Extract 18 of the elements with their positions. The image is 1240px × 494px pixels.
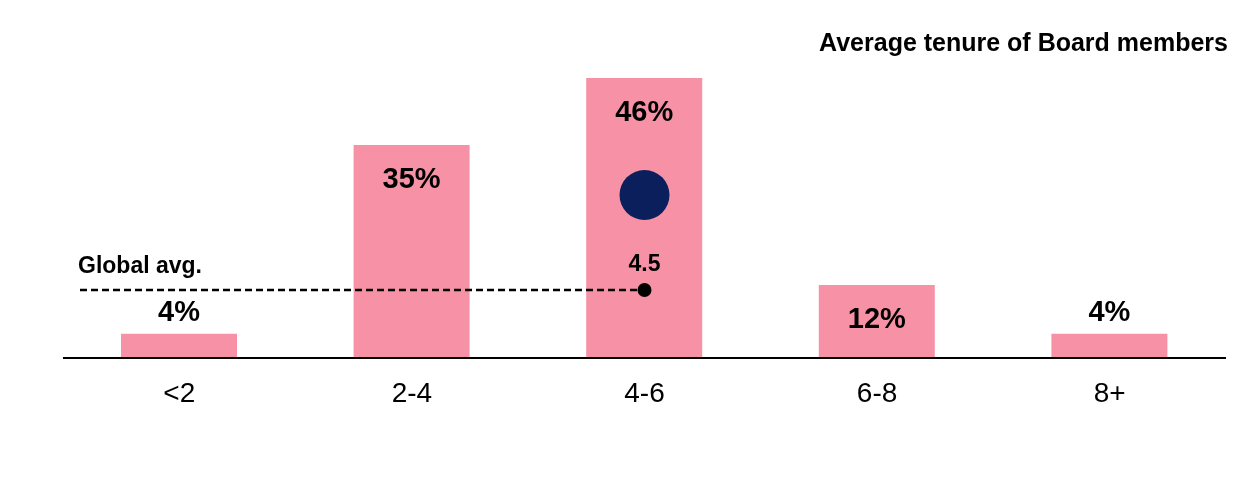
data-label: 46% [615, 94, 674, 127]
bar [121, 333, 237, 358]
data-label: 4% [158, 295, 201, 328]
annotation: 4.5 [627, 250, 662, 277]
x-tick-label: <2 [163, 376, 196, 408]
bar [818, 284, 935, 358]
data-label: 12% [847, 301, 907, 334]
bar [1051, 333, 1168, 358]
bar [586, 78, 703, 358]
bar [353, 144, 470, 358]
x-tick-label: 2-4 [391, 376, 433, 408]
x-tick-label: 8+ [1093, 376, 1126, 408]
chart-title: Average tenure of Board members [819, 28, 1228, 57]
data-label: 35% [382, 161, 441, 194]
x-tick-label: 4-6 [624, 376, 665, 408]
annotation: Global avg. [78, 252, 202, 279]
data-label: 4% [1088, 295, 1131, 328]
x-tick-label: 6-8 [856, 376, 898, 408]
